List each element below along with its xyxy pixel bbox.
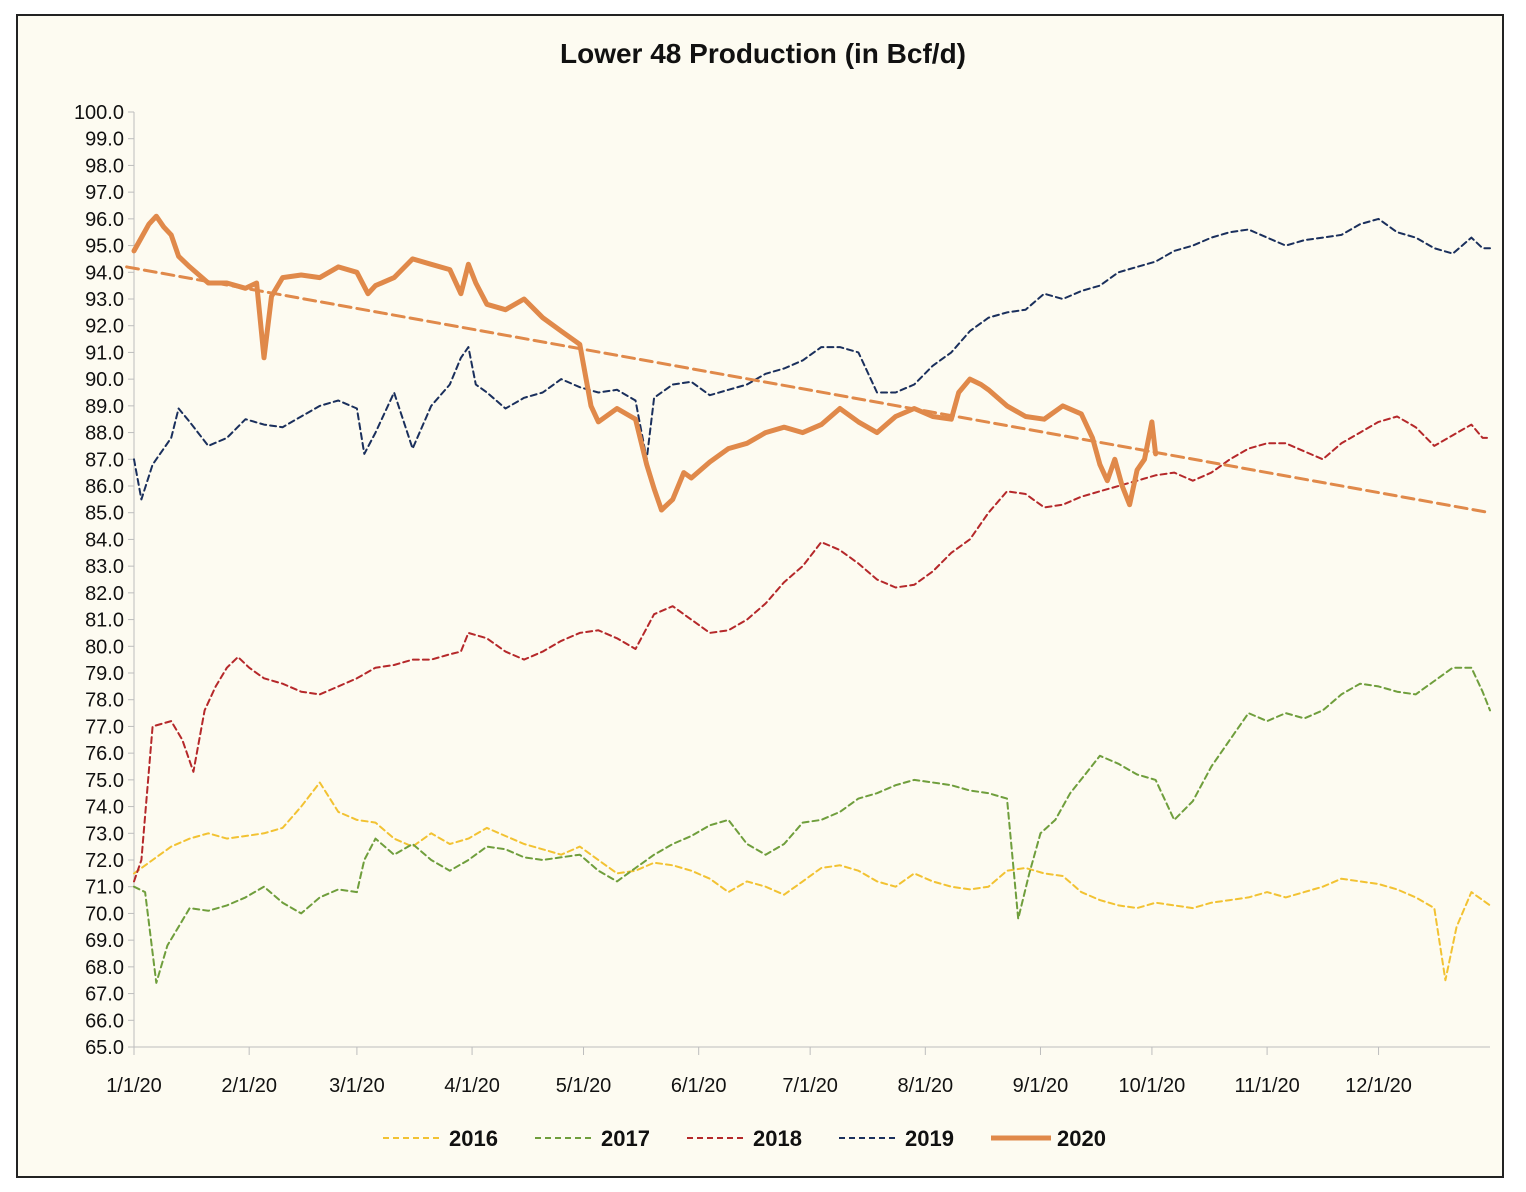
y-tick-label: 79.0 <box>85 663 124 685</box>
y-tick-label: 78.0 <box>85 690 124 712</box>
y-tick-label: 71.0 <box>85 877 124 899</box>
y-tick-label: 89.0 <box>85 396 124 418</box>
y-tick-label: 86.0 <box>85 476 124 498</box>
x-tick-label: 7/1/20 <box>782 1075 838 1097</box>
y-tick-label: 67.0 <box>85 984 124 1006</box>
y-tick-label: 72.0 <box>85 850 124 872</box>
y-tick-label: 95.0 <box>85 236 124 258</box>
legend-label-2019: 2019 <box>905 1126 954 1151</box>
y-tick-label: 96.0 <box>85 209 124 231</box>
y-tick-label: 66.0 <box>85 1010 124 1032</box>
y-axis: 65.0 66.0 67.0 68.0 69.0 70.0 71.0 72.0 73.0 74.0… <box>74 102 135 1059</box>
y-tick-label: 85.0 <box>85 503 124 525</box>
y-tick-label: 99.0 <box>85 129 124 151</box>
series-line-2018 <box>133 415 1491 883</box>
x-tick-label: 12/1/20 <box>1345 1075 1412 1097</box>
y-tick-label: 65.0 <box>85 1037 124 1059</box>
legend-label-2017: 2017 <box>601 1126 650 1151</box>
trend-line <box>125 265 1492 515</box>
series-line-2020 <box>131 213 1159 513</box>
series-line-2017 <box>133 666 1491 984</box>
legend-label-2018: 2018 <box>753 1126 802 1151</box>
y-tick-label: 93.0 <box>85 289 124 311</box>
legend-label-2020: 2020 <box>1057 1126 1106 1151</box>
x-tick-label: 5/1/20 <box>556 1075 612 1097</box>
x-tick-label: 1/1/20 <box>106 1075 162 1097</box>
y-tick-label: 83.0 <box>85 556 124 578</box>
y-tick-label: 94.0 <box>85 262 124 284</box>
y-tick-label: 82.0 <box>85 583 124 605</box>
y-tick-label: 68.0 <box>85 957 124 979</box>
y-tick-label: 87.0 <box>85 449 124 471</box>
series-line-2016 <box>133 781 1491 982</box>
y-tick-label: 74.0 <box>85 797 124 819</box>
y-tick-label: 97.0 <box>85 182 124 204</box>
series-layer <box>125 213 1492 984</box>
x-tick-label: 6/1/20 <box>671 1075 727 1097</box>
x-tick-label: 4/1/20 <box>444 1075 500 1097</box>
x-tick-label: 2/1/20 <box>221 1075 277 1097</box>
chart-title: Lower 48 Production (in Bcf/d) <box>559 38 966 69</box>
x-axis: 1/1/20 2/1/20 3/1/20 4/1/20 5/1/20 6/1/20 7/1/… <box>106 1046 1490 1097</box>
y-tick-label: 98.0 <box>85 155 124 177</box>
y-tick-label: 80.0 <box>85 636 124 658</box>
series-line-2019 <box>133 217 1491 501</box>
y-tick-label: 77.0 <box>85 716 124 738</box>
y-tick-label: 92.0 <box>85 316 124 338</box>
y-tick-label: 84.0 <box>85 529 124 551</box>
y-tick-label: 90.0 <box>85 369 124 391</box>
x-tick-label: 10/1/20 <box>1119 1075 1186 1097</box>
y-tick-label: 88.0 <box>85 423 124 445</box>
y-tick-label: 73.0 <box>85 823 124 845</box>
y-tick-label: 81.0 <box>85 610 124 632</box>
y-tick-label: 70.0 <box>85 903 124 925</box>
y-tick-label: 91.0 <box>85 342 124 364</box>
x-tick-label: 9/1/20 <box>1013 1075 1069 1097</box>
x-tick-label: 3/1/20 <box>329 1075 385 1097</box>
y-tick-label: 75.0 <box>85 770 124 792</box>
y-tick-label: 100.0 <box>74 102 124 124</box>
y-tick-label: 69.0 <box>85 930 124 952</box>
legend: 2016 2017 2018 2019 2020 <box>383 1126 1106 1151</box>
legend-label-2016: 2016 <box>449 1126 498 1151</box>
y-tick-label: 76.0 <box>85 743 124 765</box>
chart-frame <box>16 14 1504 1178</box>
x-tick-label: 11/1/20 <box>1234 1075 1299 1097</box>
x-tick-label: 8/1/20 <box>898 1075 954 1097</box>
